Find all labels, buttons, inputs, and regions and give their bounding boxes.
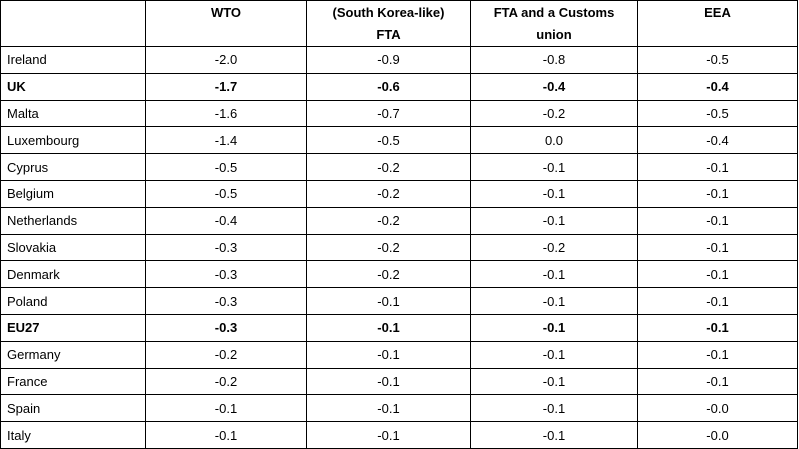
value-cell: -0.2 [306, 206, 471, 235]
row-label: France [0, 367, 146, 396]
value-cell: -0.2 [145, 340, 307, 369]
row-label: EU27 [0, 313, 146, 342]
value-cell: -0.3 [145, 313, 307, 342]
value-cell: -0.5 [637, 99, 798, 128]
value-cell: -0.1 [470, 287, 638, 315]
table-row: Belgium -0.5 -0.2 -0.1 -0.1 [0, 179, 798, 208]
value-cell: -0.1 [637, 287, 798, 315]
table-row: Luxembourg -1.4 -0.5 0.0 -0.4 [0, 126, 798, 155]
value-cell: -0.8 [470, 46, 638, 74]
row-label: Italy [0, 421, 146, 449]
table-row: Slovakia -0.3 -0.2 -0.2 -0.1 [0, 233, 798, 262]
row-label: Belgium [0, 179, 146, 208]
row-label: Denmark [0, 260, 146, 289]
value-cell: -0.1 [306, 340, 471, 369]
value-cell: -0.2 [306, 233, 471, 262]
row-label: Slovakia [0, 233, 146, 262]
row-label: Netherlands [0, 206, 146, 235]
value-cell: -0.1 [306, 367, 471, 396]
table-row: Italy -0.1 -0.1 -0.1 -0.0 [0, 421, 798, 449]
value-cell: -0.1 [470, 179, 638, 208]
value-cell: -0.3 [145, 287, 307, 315]
value-cell: -0.1 [637, 233, 798, 262]
value-cell: -0.1 [306, 394, 471, 423]
value-cell: -0.1 [637, 367, 798, 396]
header-cell: (South Korea-like) FTA [306, 0, 471, 47]
header-row: WTO (South Korea-like) FTA FTA and a Custo… [0, 0, 798, 47]
value-cell: -0.1 [637, 340, 798, 369]
row-label: UK [0, 72, 146, 101]
value-cell: -0.2 [306, 153, 471, 181]
value-cell: -0.2 [306, 260, 471, 289]
value-cell: -0.5 [637, 46, 798, 74]
value-cell: -0.6 [306, 72, 471, 101]
value-cell: -0.1 [470, 260, 638, 289]
value-cell: -0.3 [145, 233, 307, 262]
value-cell: -0.2 [470, 99, 638, 128]
table-row: Ireland -2.0 -0.9 -0.8 -0.5 [0, 46, 798, 74]
value-cell: -0.2 [306, 179, 471, 208]
table-row: Spain -0.1 -0.1 -0.1 -0.0 [0, 394, 798, 423]
table-body: Ireland -2.0 -0.9 -0.8 -0.5 UK -1.7 -0.6 -0.4 -0.… [0, 46, 798, 449]
value-cell: 0.0 [470, 126, 638, 155]
value-cell: -0.3 [145, 260, 307, 289]
value-cell: -0.1 [470, 313, 638, 342]
table-row: Netherlands -0.4 -0.2 -0.1 -0.1 [0, 206, 798, 235]
header-cell: WTO [145, 0, 307, 47]
value-cell: -0.1 [470, 340, 638, 369]
value-cell: -0.1 [145, 421, 307, 449]
row-label: Ireland [0, 46, 146, 74]
header-cell: EEA [637, 0, 798, 47]
value-cell: -0.1 [470, 421, 638, 449]
row-label: Spain [0, 394, 146, 423]
row-label: Malta [0, 99, 146, 128]
value-cell: -0.5 [306, 126, 471, 155]
table-row: France -0.2 -0.1 -0.1 -0.1 [0, 367, 798, 396]
value-cell: -0.1 [306, 313, 471, 342]
table-row: Malta -1.6 -0.7 -0.2 -0.5 [0, 99, 798, 128]
value-cell: -1.4 [145, 126, 307, 155]
value-cell: -0.4 [470, 72, 638, 101]
value-cell: -0.4 [637, 72, 798, 101]
value-cell: -1.6 [145, 99, 307, 128]
value-cell: -0.7 [306, 99, 471, 128]
value-cell: -1.7 [145, 72, 307, 101]
row-label: Poland [0, 287, 146, 315]
value-cell: -0.1 [637, 179, 798, 208]
row-label: Luxembourg [0, 126, 146, 155]
value-cell: -0.1 [637, 153, 798, 181]
header-cell: FTA and a Customs union [470, 0, 638, 47]
value-cell: -0.1 [470, 394, 638, 423]
row-label: Cyprus [0, 153, 146, 181]
table-row: Cyprus -0.5 -0.2 -0.1 -0.1 [0, 153, 798, 181]
value-cell: -0.0 [637, 394, 798, 423]
value-cell: -0.1 [306, 421, 471, 449]
value-cell: -0.2 [470, 233, 638, 262]
value-cell: -0.1 [470, 367, 638, 396]
table-row: Germany -0.2 -0.1 -0.1 -0.1 [0, 340, 798, 369]
value-cell: -0.1 [145, 394, 307, 423]
table-row: UK -1.7 -0.6 -0.4 -0.4 [0, 72, 798, 101]
value-cell: -0.4 [145, 206, 307, 235]
value-cell: -0.2 [145, 367, 307, 396]
value-cell: -0.1 [470, 206, 638, 235]
row-label: Germany [0, 340, 146, 369]
value-cell: -0.0 [637, 421, 798, 449]
value-cell: -0.1 [637, 260, 798, 289]
value-cell: -0.1 [637, 313, 798, 342]
table-row: Denmark -0.3 -0.2 -0.1 -0.1 [0, 260, 798, 289]
value-cell: -0.1 [637, 206, 798, 235]
value-cell: -0.9 [306, 46, 471, 74]
table-row: Poland -0.3 -0.1 -0.1 -0.1 [0, 287, 798, 315]
header-cell [0, 0, 146, 47]
value-cell: -0.1 [306, 287, 471, 315]
value-cell: -2.0 [145, 46, 307, 74]
value-cell: -0.5 [145, 179, 307, 208]
value-cell: -0.4 [637, 126, 798, 155]
value-cell: -0.1 [470, 153, 638, 181]
value-cell: -0.5 [145, 153, 307, 181]
table-row: EU27 -0.3 -0.1 -0.1 -0.1 [0, 313, 798, 342]
